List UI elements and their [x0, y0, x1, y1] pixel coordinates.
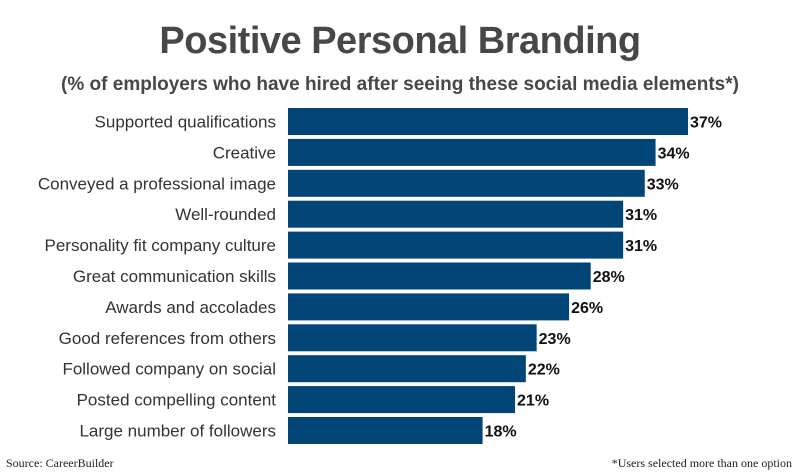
bar — [288, 262, 591, 290]
value-label: 34% — [658, 145, 690, 162]
bar — [288, 200, 624, 228]
bar — [288, 231, 624, 259]
category-label: Creative — [213, 143, 276, 162]
bar — [288, 108, 688, 135]
bar — [288, 293, 570, 321]
source-note: Source: CareerBuilder — [6, 456, 114, 470]
category-label: Posted compelling content — [77, 391, 277, 410]
bar — [288, 138, 656, 166]
chart-subtitle: (% of employers who have hired after see… — [61, 74, 739, 95]
category-label: Followed company on social — [62, 360, 276, 379]
value-label: 18% — [485, 424, 517, 441]
chart-title: Positive Personal Branding — [159, 20, 641, 62]
category-label: Great communication skills — [73, 267, 276, 286]
category-label: Large number of followers — [79, 422, 276, 441]
value-label: 33% — [647, 176, 679, 193]
footnote: *Users selected more than one option — [611, 456, 792, 470]
category-label: Conveyed a professional image — [38, 174, 276, 193]
value-label: 21% — [517, 393, 549, 410]
category-label: Personality fit company culture — [45, 236, 277, 255]
bar — [288, 169, 645, 197]
value-label: 28% — [593, 269, 625, 286]
bar — [288, 324, 537, 352]
bar — [288, 386, 516, 414]
category-label: Well-rounded — [175, 205, 276, 224]
value-label: 22% — [528, 362, 560, 379]
category-label: Good references from others — [59, 329, 276, 348]
bar — [288, 417, 483, 444]
value-label: 23% — [539, 331, 571, 348]
category-label: Supported qualifications — [95, 113, 276, 132]
value-label: 31% — [625, 238, 657, 255]
value-label: 26% — [571, 300, 603, 317]
category-label: Awards and accolades — [105, 298, 276, 317]
bar — [288, 355, 526, 383]
value-label: 37% — [690, 115, 722, 132]
value-label: 31% — [625, 207, 657, 224]
